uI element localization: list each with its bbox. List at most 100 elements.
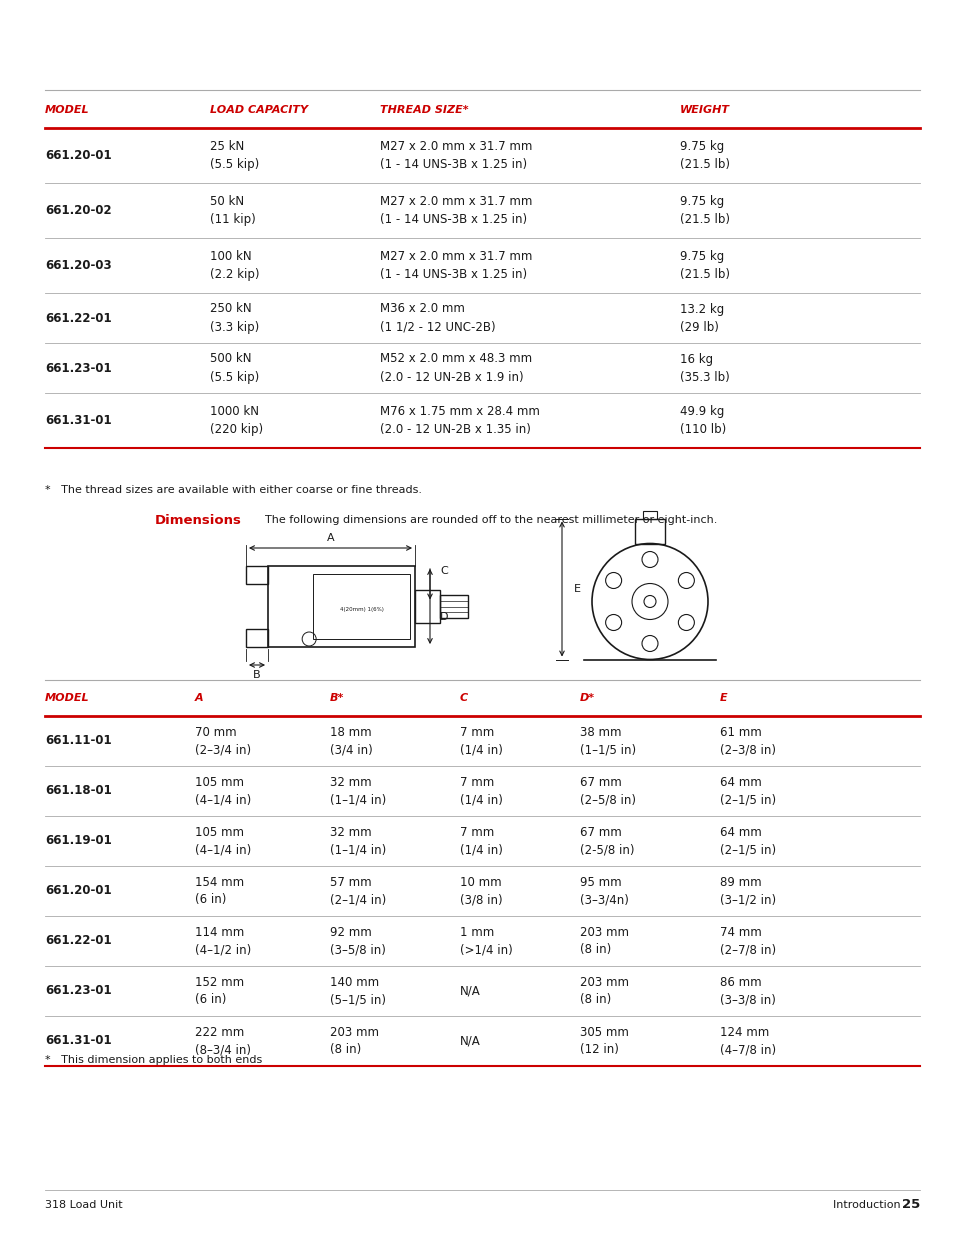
Text: *   This dimension applies to both ends: * This dimension applies to both ends [45,1055,262,1065]
Text: 661.23-01: 661.23-01 [45,984,112,998]
Text: (5.5 kip): (5.5 kip) [210,158,259,170]
Text: 16 kg: 16 kg [679,352,713,366]
Text: 250 kN: 250 kN [210,303,252,315]
Text: (1 - 14 UNS-3B x 1.25 in): (1 - 14 UNS-3B x 1.25 in) [379,268,527,282]
Text: (3/8 in): (3/8 in) [459,893,502,906]
Text: (4–1/2 in): (4–1/2 in) [194,944,251,956]
Text: M36 x 2.0 mm: M36 x 2.0 mm [379,303,464,315]
Text: 124 mm: 124 mm [720,1025,768,1039]
Text: 661.20-03: 661.20-03 [45,259,112,272]
Bar [246,629,268,647]
Text: (35.3 lb): (35.3 lb) [679,370,729,384]
Text: 154 mm: 154 mm [194,876,244,888]
Text: 18 mm: 18 mm [330,725,372,739]
Text: (3–1/2 in): (3–1/2 in) [720,893,776,906]
Text: (110 lb): (110 lb) [679,424,725,436]
Text: 318 Load Unit: 318 Load Unit [45,1200,123,1210]
Text: (220 kip): (220 kip) [210,424,263,436]
Text: 152 mm: 152 mm [194,976,244,988]
Text: 105 mm: 105 mm [194,776,244,788]
Text: 86 mm: 86 mm [720,976,760,988]
Bar [415,590,439,622]
Text: 61 mm: 61 mm [720,725,760,739]
Text: (5–1/5 in): (5–1/5 in) [330,993,386,1007]
Text: (2-5/8 in): (2-5/8 in) [579,844,634,857]
Text: WEIGHT: WEIGHT [679,105,729,115]
Text: 7 mm: 7 mm [459,776,494,788]
Text: (12 in): (12 in) [579,1044,618,1056]
Text: (8–3/4 in): (8–3/4 in) [194,1044,251,1056]
Text: 114 mm: 114 mm [194,925,244,939]
Text: (1–1/4 in): (1–1/4 in) [330,794,386,806]
Bar [439,595,468,618]
Text: 661.22-01: 661.22-01 [45,935,112,947]
Text: 661.20-01: 661.20-01 [45,884,112,898]
Text: (1 - 14 UNS-3B x 1.25 in): (1 - 14 UNS-3B x 1.25 in) [379,158,527,170]
Text: MODEL: MODEL [45,693,90,703]
Text: (21.5 lb): (21.5 lb) [679,268,729,282]
Text: (3–5/8 in): (3–5/8 in) [330,944,385,956]
Text: 7 mm: 7 mm [459,825,494,839]
Text: (2.2 kip): (2.2 kip) [210,268,259,282]
Text: 10 mm: 10 mm [459,876,501,888]
Text: D: D [439,611,448,621]
Text: 9.75 kg: 9.75 kg [679,249,723,263]
Text: 9.75 kg: 9.75 kg [679,140,723,153]
Text: THREAD SIZE*: THREAD SIZE* [379,105,468,115]
Text: (3.3 kip): (3.3 kip) [210,321,259,333]
Text: 92 mm: 92 mm [330,925,372,939]
Text: *   The thread sizes are available with either coarse or fine threads.: * The thread sizes are available with ei… [45,485,421,495]
Text: 9.75 kg: 9.75 kg [679,195,723,207]
Text: (4–7/8 in): (4–7/8 in) [720,1044,776,1056]
Text: (29 lb): (29 lb) [679,321,719,333]
Text: M27 x 2.0 mm x 31.7 mm: M27 x 2.0 mm x 31.7 mm [379,195,532,207]
Text: 222 mm: 222 mm [194,1025,244,1039]
Text: A: A [326,534,334,543]
Text: (>1/4 in): (>1/4 in) [459,944,512,956]
Text: Dimensions: Dimensions [154,514,242,526]
Text: (1 - 14 UNS-3B x 1.25 in): (1 - 14 UNS-3B x 1.25 in) [379,212,527,226]
Text: (1/4 in): (1/4 in) [459,743,502,757]
Text: (1–1/4 in): (1–1/4 in) [330,844,386,857]
Text: (2–1/5 in): (2–1/5 in) [720,844,776,857]
Text: 95 mm: 95 mm [579,876,621,888]
Text: 1 mm: 1 mm [459,925,494,939]
Text: 32 mm: 32 mm [330,825,372,839]
Text: 661.31-01: 661.31-01 [45,1035,112,1047]
Text: 661.19-01: 661.19-01 [45,835,112,847]
Text: 500 kN: 500 kN [210,352,252,366]
Text: C: C [439,566,447,576]
Text: 105 mm: 105 mm [194,825,244,839]
Text: 661.11-01: 661.11-01 [45,735,112,747]
Text: 661.18-01: 661.18-01 [45,784,112,798]
Text: (1/4 in): (1/4 in) [459,794,502,806]
Text: M27 x 2.0 mm x 31.7 mm: M27 x 2.0 mm x 31.7 mm [379,140,532,153]
Text: MODEL: MODEL [45,105,90,115]
Text: (1/4 in): (1/4 in) [459,844,502,857]
Text: 32 mm: 32 mm [330,776,372,788]
Text: 25 kN: 25 kN [210,140,244,153]
Bar [313,574,410,638]
Text: 203 mm: 203 mm [579,925,628,939]
Text: M52 x 2.0 mm x 48.3 mm: M52 x 2.0 mm x 48.3 mm [379,352,532,366]
Text: B*: B* [330,693,344,703]
Text: (3/4 in): (3/4 in) [330,743,373,757]
Text: 4(20mm) 1(6%): 4(20mm) 1(6%) [339,606,383,613]
Text: 203 mm: 203 mm [330,1025,378,1039]
Text: A: A [194,693,203,703]
Text: (2.0 - 12 UN-2B x 1.35 in): (2.0 - 12 UN-2B x 1.35 in) [379,424,530,436]
Text: 661.31-01: 661.31-01 [45,414,112,427]
Text: E: E [720,693,727,703]
Text: (5.5 kip): (5.5 kip) [210,370,259,384]
Text: 74 mm: 74 mm [720,925,760,939]
Text: E: E [574,584,580,594]
Text: (2–3/8 in): (2–3/8 in) [720,743,775,757]
Text: 64 mm: 64 mm [720,825,760,839]
Text: (2–7/8 in): (2–7/8 in) [720,944,776,956]
Text: (1–1/5 in): (1–1/5 in) [579,743,636,757]
Text: (2–5/8 in): (2–5/8 in) [579,794,636,806]
Text: D*: D* [579,693,595,703]
Text: (21.5 lb): (21.5 lb) [679,212,729,226]
Text: 305 mm: 305 mm [579,1025,628,1039]
Text: 13.2 kg: 13.2 kg [679,303,723,315]
